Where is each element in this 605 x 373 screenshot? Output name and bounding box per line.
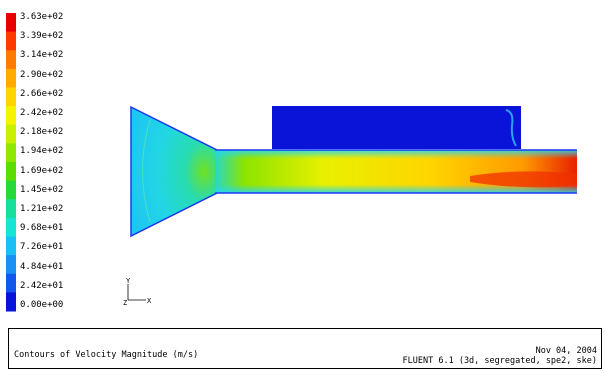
caption-solver: FLUENT 6.1 (3d, segregated, spe2, ske) bbox=[402, 356, 597, 366]
legend-swatch bbox=[6, 124, 16, 144]
cavity-vortex bbox=[505, 109, 517, 147]
legend-swatch bbox=[6, 162, 16, 182]
axis-x-label: X bbox=[147, 297, 152, 305]
legend-swatch bbox=[6, 68, 16, 89]
legend-tick-label: 2.42e+02 bbox=[20, 108, 64, 118]
axis-z-label: Z bbox=[123, 299, 127, 307]
legend-swatch bbox=[6, 143, 16, 163]
legend-swatch bbox=[6, 292, 16, 312]
legend-tick-label: 0.00e+00 bbox=[20, 300, 64, 310]
legend-swatch bbox=[6, 180, 16, 200]
legend-tick-label: 1.45e+02 bbox=[20, 184, 64, 195]
legend-tick-label: 1.21e+02 bbox=[20, 204, 64, 214]
color-legend bbox=[6, 13, 16, 312]
legend-tick-label: 3.14e+02 bbox=[20, 50, 64, 61]
red-core bbox=[470, 171, 577, 188]
upper-cavity bbox=[272, 106, 521, 149]
legend-tick-label: 3.63e+02 bbox=[20, 12, 64, 22]
upstream-cone bbox=[130, 105, 218, 238]
legend-tick-label: 4.84e+01 bbox=[20, 261, 64, 272]
legend-swatch bbox=[6, 106, 16, 126]
caption-left: Contours of Velocity Magnitude (m/s) bbox=[14, 350, 199, 360]
legend-swatch bbox=[6, 31, 16, 51]
caption-box: Contours of Velocity Magnitude (m/s) Nov… bbox=[8, 328, 602, 369]
axis-y-label: Y bbox=[126, 277, 131, 285]
legend-tick-label: 1.94e+02 bbox=[20, 146, 64, 157]
legend-tick-label: 2.18e+02 bbox=[20, 127, 64, 138]
axes-triad bbox=[127, 284, 146, 301]
legend-tick-label: 2.42e+01 bbox=[20, 280, 64, 291]
caption-date: Nov 04, 2004 bbox=[535, 346, 597, 356]
legend-swatch bbox=[6, 217, 16, 238]
legend-tick-label: 3.39e+02 bbox=[20, 31, 64, 42]
contour-plot: 3.63e+02 3.39e+02 3.14e+02 2.90e+02 2.66e+02… bbox=[6, 12, 577, 312]
legend-tick-label: 2.90e+02 bbox=[20, 69, 64, 80]
legend-tick-label: 1.69e+02 bbox=[20, 165, 64, 176]
legend-swatch bbox=[6, 50, 16, 70]
legend-swatch bbox=[6, 87, 16, 107]
legend-swatch bbox=[6, 13, 16, 33]
legend-swatch bbox=[6, 199, 16, 219]
cone-contour bbox=[142, 119, 151, 223]
legend-tick-label: 7.26e+01 bbox=[20, 242, 64, 253]
legend-tick-label: 9.68e+01 bbox=[20, 223, 64, 234]
legend-swatch bbox=[6, 273, 16, 293]
geometry-view: Y Z X bbox=[123, 105, 577, 307]
legend-tick-label: 2.66e+02 bbox=[20, 88, 64, 99]
legend-swatch bbox=[6, 236, 16, 256]
legend-swatch bbox=[6, 255, 16, 275]
